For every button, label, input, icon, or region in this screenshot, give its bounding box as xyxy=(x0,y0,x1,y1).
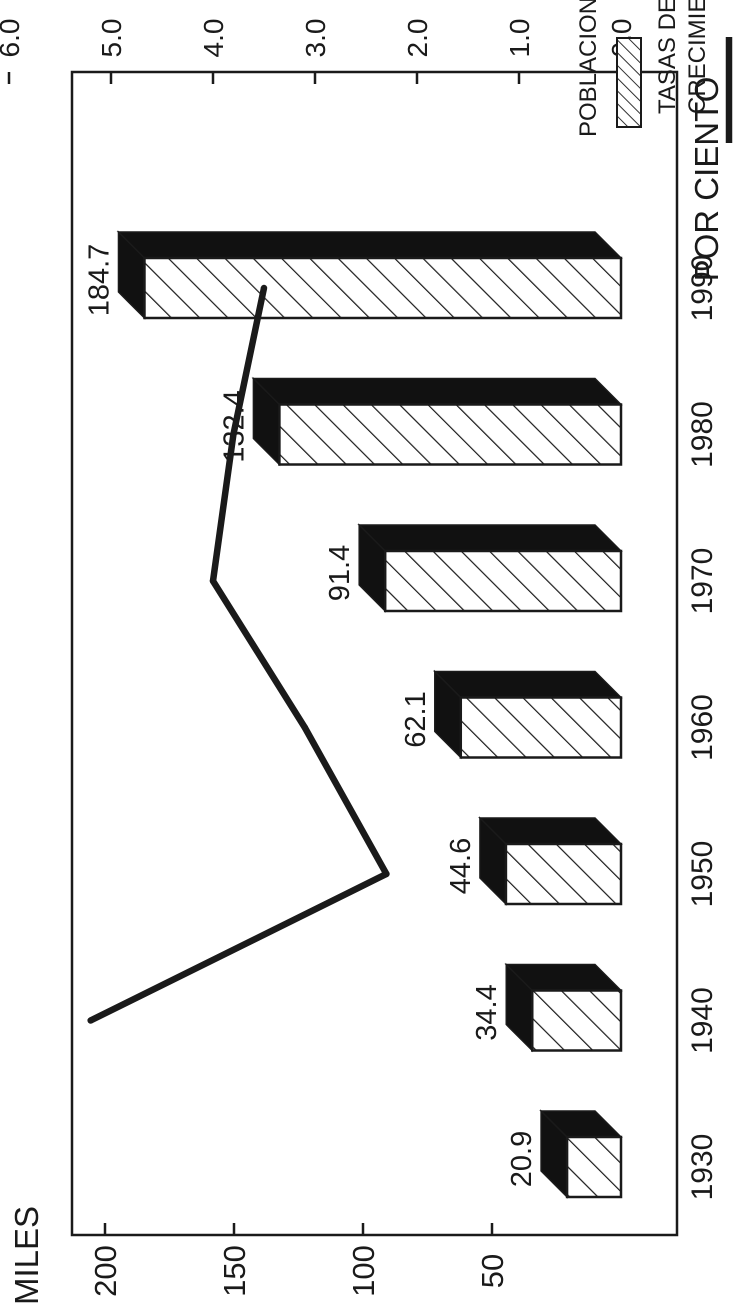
legend: TASAS DE CRECIMIENTO POBLACION xyxy=(575,0,733,143)
bar-side-face-1990 xyxy=(116,231,623,259)
category-label-1960: 1960 xyxy=(686,694,719,761)
bar-value-label-1970: 91.4 xyxy=(324,545,356,601)
bar-1960 xyxy=(432,669,623,760)
bar-side-face-1970 xyxy=(357,524,623,552)
left-axis-label: MILES xyxy=(8,1206,45,1305)
right-axis-label: POR CIENTO xyxy=(688,77,725,282)
growth-rate-point-1970 xyxy=(209,577,217,585)
bar-1930 xyxy=(539,1109,623,1199)
growth-rate-point-1950 xyxy=(383,870,390,878)
bar-side-face-1950 xyxy=(478,817,623,845)
right-tick-label-5.0: 5.0 xyxy=(96,19,127,58)
left-tick-label-200: 200 xyxy=(88,1245,123,1297)
bar-value-label-1960: 62.1 xyxy=(400,691,432,747)
category-label-1930: 1930 xyxy=(686,1134,719,1201)
bar-value-label-1940: 34.4 xyxy=(471,984,503,1040)
right-tick-label-2.0: 2.0 xyxy=(402,19,433,58)
bar-front-face-1960 xyxy=(459,696,623,759)
category-label-1980: 1980 xyxy=(686,401,719,468)
bar-value-label-1990: 184.7 xyxy=(83,244,115,317)
axes-layer xyxy=(70,70,679,1237)
category-label-1950: 1950 xyxy=(686,841,719,908)
right-tick-label-1.0: 1.0 xyxy=(504,19,535,58)
category-label-1970: 1970 xyxy=(686,548,719,615)
bar-1990 xyxy=(116,230,623,320)
bar-front-face-1970 xyxy=(383,549,623,613)
category-labels: 1930 1940 1950 1960 1970 1980 1990 xyxy=(686,255,719,1201)
line-layer xyxy=(87,284,390,1024)
bar-1980 xyxy=(251,376,623,467)
growth-rate-point-1960 xyxy=(301,724,308,731)
left-axis-ticks: 50 100 150 200 xyxy=(88,1223,510,1297)
bar-value-label-1950: 44.6 xyxy=(445,838,477,894)
bar-side-face-1960 xyxy=(432,670,623,699)
bar-1970 xyxy=(357,523,623,613)
bar-1940 xyxy=(504,962,623,1053)
growth-rate-point-1940 xyxy=(87,1017,94,1024)
left-tick-label-100: 100 xyxy=(346,1245,381,1297)
growth-rate-point-1980 xyxy=(230,431,237,438)
legend-line-label-1: TASAS DE xyxy=(654,0,681,114)
bar-1950 xyxy=(478,816,623,906)
left-tick-label-50: 50 xyxy=(475,1254,510,1288)
category-label-1940: 1940 xyxy=(686,987,719,1054)
bar-side-face-1980 xyxy=(251,377,623,406)
bar-front-face-1950 xyxy=(504,842,623,906)
growth-rate-point-1990 xyxy=(260,284,268,292)
legend-bar-swatch xyxy=(616,37,642,128)
plot-frame xyxy=(70,70,679,1237)
right-axis-ticks: 0.01.02.03.04.05.06.0 xyxy=(0,19,637,84)
bar-front-face-1930 xyxy=(565,1135,623,1199)
bar-front-face-1990 xyxy=(143,256,623,320)
right-tick-label-3.0: 3.0 xyxy=(300,19,331,58)
left-tick-label-150: 150 xyxy=(217,1245,252,1297)
bar-front-face-1940 xyxy=(530,989,623,1052)
growth-rate-line xyxy=(89,287,390,1024)
legend-bar-label: POBLACION xyxy=(575,0,602,137)
right-tick-label-4.0: 4.0 xyxy=(198,19,229,58)
bar-front-face-1980 xyxy=(278,403,623,466)
category-label-1990: 1990 xyxy=(686,255,719,322)
bar-value-label-1930: 20.9 xyxy=(506,1131,538,1187)
legend-line-label-2: CRECIMIENTO xyxy=(684,0,711,114)
right-tick-label-6.0: 6.0 xyxy=(0,19,25,58)
